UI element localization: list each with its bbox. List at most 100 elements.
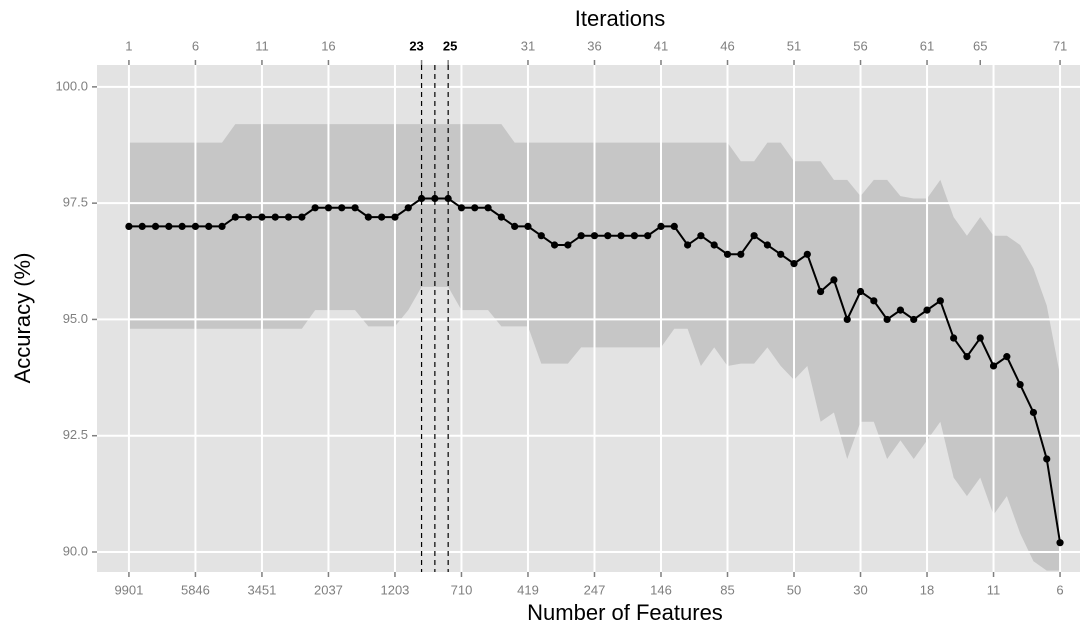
x2-tick-label: 46 xyxy=(720,38,734,53)
data-point xyxy=(138,222,146,231)
data-point xyxy=(577,232,585,240)
x2-tick-label: 11 xyxy=(255,38,269,53)
y-axis-title: Accuracy (%) xyxy=(10,253,35,384)
x-tick-label: 3451 xyxy=(247,582,276,597)
data-point xyxy=(989,362,998,370)
data-point xyxy=(963,353,971,361)
x-tick-label: 146 xyxy=(650,582,672,597)
x2-tick-label: 71 xyxy=(1053,38,1067,53)
y-tick-label: 97.5 xyxy=(63,195,88,210)
confidence-band xyxy=(128,124,1061,571)
data-point xyxy=(404,204,412,212)
x2-tick-label: 23 xyxy=(409,38,423,53)
data-point xyxy=(391,213,399,221)
data-point xyxy=(524,222,532,231)
data-point xyxy=(245,213,253,221)
data-point xyxy=(497,213,505,221)
data-point xyxy=(883,315,891,324)
data-point xyxy=(843,315,851,324)
x2-tick-label: 36 xyxy=(587,38,601,53)
data-point xyxy=(1043,455,1051,463)
data-point xyxy=(324,204,333,212)
data-point xyxy=(417,194,426,203)
data-point xyxy=(178,222,186,231)
data-point xyxy=(151,222,160,231)
data-point xyxy=(803,250,811,258)
data-point xyxy=(870,297,878,305)
data-point xyxy=(191,222,200,231)
data-point xyxy=(750,232,758,240)
data-point xyxy=(311,204,319,212)
x-tick-label: 5846 xyxy=(181,582,210,597)
data-point xyxy=(351,204,359,212)
data-point xyxy=(511,222,519,231)
data-point xyxy=(683,241,692,249)
data-point xyxy=(457,204,466,212)
data-point xyxy=(737,250,745,258)
x2-tick-label: 65 xyxy=(973,38,987,53)
data-point xyxy=(896,306,905,314)
x-tick-label: 50 xyxy=(787,582,801,597)
top-axis-title: Iterations xyxy=(575,6,666,31)
x-tick-label: 247 xyxy=(584,582,606,597)
data-point xyxy=(830,276,838,284)
x-axis-title: Number of Features xyxy=(527,600,723,625)
data-point xyxy=(550,241,559,249)
x-tick-label: 1203 xyxy=(380,582,409,597)
data-point xyxy=(723,250,732,258)
data-point xyxy=(590,232,599,240)
data-point xyxy=(284,213,293,221)
data-point xyxy=(657,222,665,231)
data-point xyxy=(298,213,306,221)
data-point xyxy=(431,194,439,203)
x-tick-label: 30 xyxy=(853,582,867,597)
data-point xyxy=(710,241,718,249)
data-point xyxy=(165,222,173,231)
data-point xyxy=(604,232,612,240)
data-point xyxy=(271,213,279,221)
x-tick-label: 85 xyxy=(720,582,734,597)
data-point xyxy=(697,232,705,240)
y-tick-label: 90.0 xyxy=(63,543,88,558)
data-point xyxy=(564,241,572,249)
data-point xyxy=(231,213,239,221)
data-point xyxy=(218,222,226,231)
data-point xyxy=(923,306,931,314)
x-tick-label: 419 xyxy=(517,582,539,597)
y-tick-label: 92.5 xyxy=(63,427,88,442)
data-point xyxy=(790,260,798,268)
data-point xyxy=(1003,353,1011,361)
data-point xyxy=(670,222,678,231)
x2-tick-label: 16 xyxy=(321,38,335,53)
x2-tick-label: 1 xyxy=(125,38,132,53)
data-point xyxy=(856,287,865,296)
data-point xyxy=(444,194,452,203)
x-tick-label: 710 xyxy=(451,582,473,597)
data-point xyxy=(125,222,133,231)
y-tick-label: 100.0 xyxy=(55,78,88,93)
data-point xyxy=(617,232,625,240)
data-point xyxy=(630,232,638,240)
x2-tick-label: 61 xyxy=(920,38,934,53)
data-point xyxy=(205,222,213,231)
x2-tick-label: 25 xyxy=(443,38,457,53)
data-point xyxy=(950,334,958,342)
data-point xyxy=(817,287,825,296)
x-tick-label: 9901 xyxy=(114,582,143,597)
data-point xyxy=(1016,380,1024,389)
data-point xyxy=(910,315,918,324)
data-point xyxy=(378,213,386,221)
data-point xyxy=(1029,408,1038,417)
data-point xyxy=(258,213,266,221)
data-point xyxy=(471,204,479,212)
data-point xyxy=(936,297,944,305)
data-point xyxy=(484,204,492,212)
data-point xyxy=(777,250,785,258)
data-point xyxy=(763,241,772,249)
x2-tick-label: 41 xyxy=(654,38,668,53)
data-point xyxy=(364,213,372,221)
x2-tick-label: 31 xyxy=(521,38,535,53)
x2-tick-label: 51 xyxy=(787,38,801,53)
x-tick-label: 18 xyxy=(920,582,934,597)
